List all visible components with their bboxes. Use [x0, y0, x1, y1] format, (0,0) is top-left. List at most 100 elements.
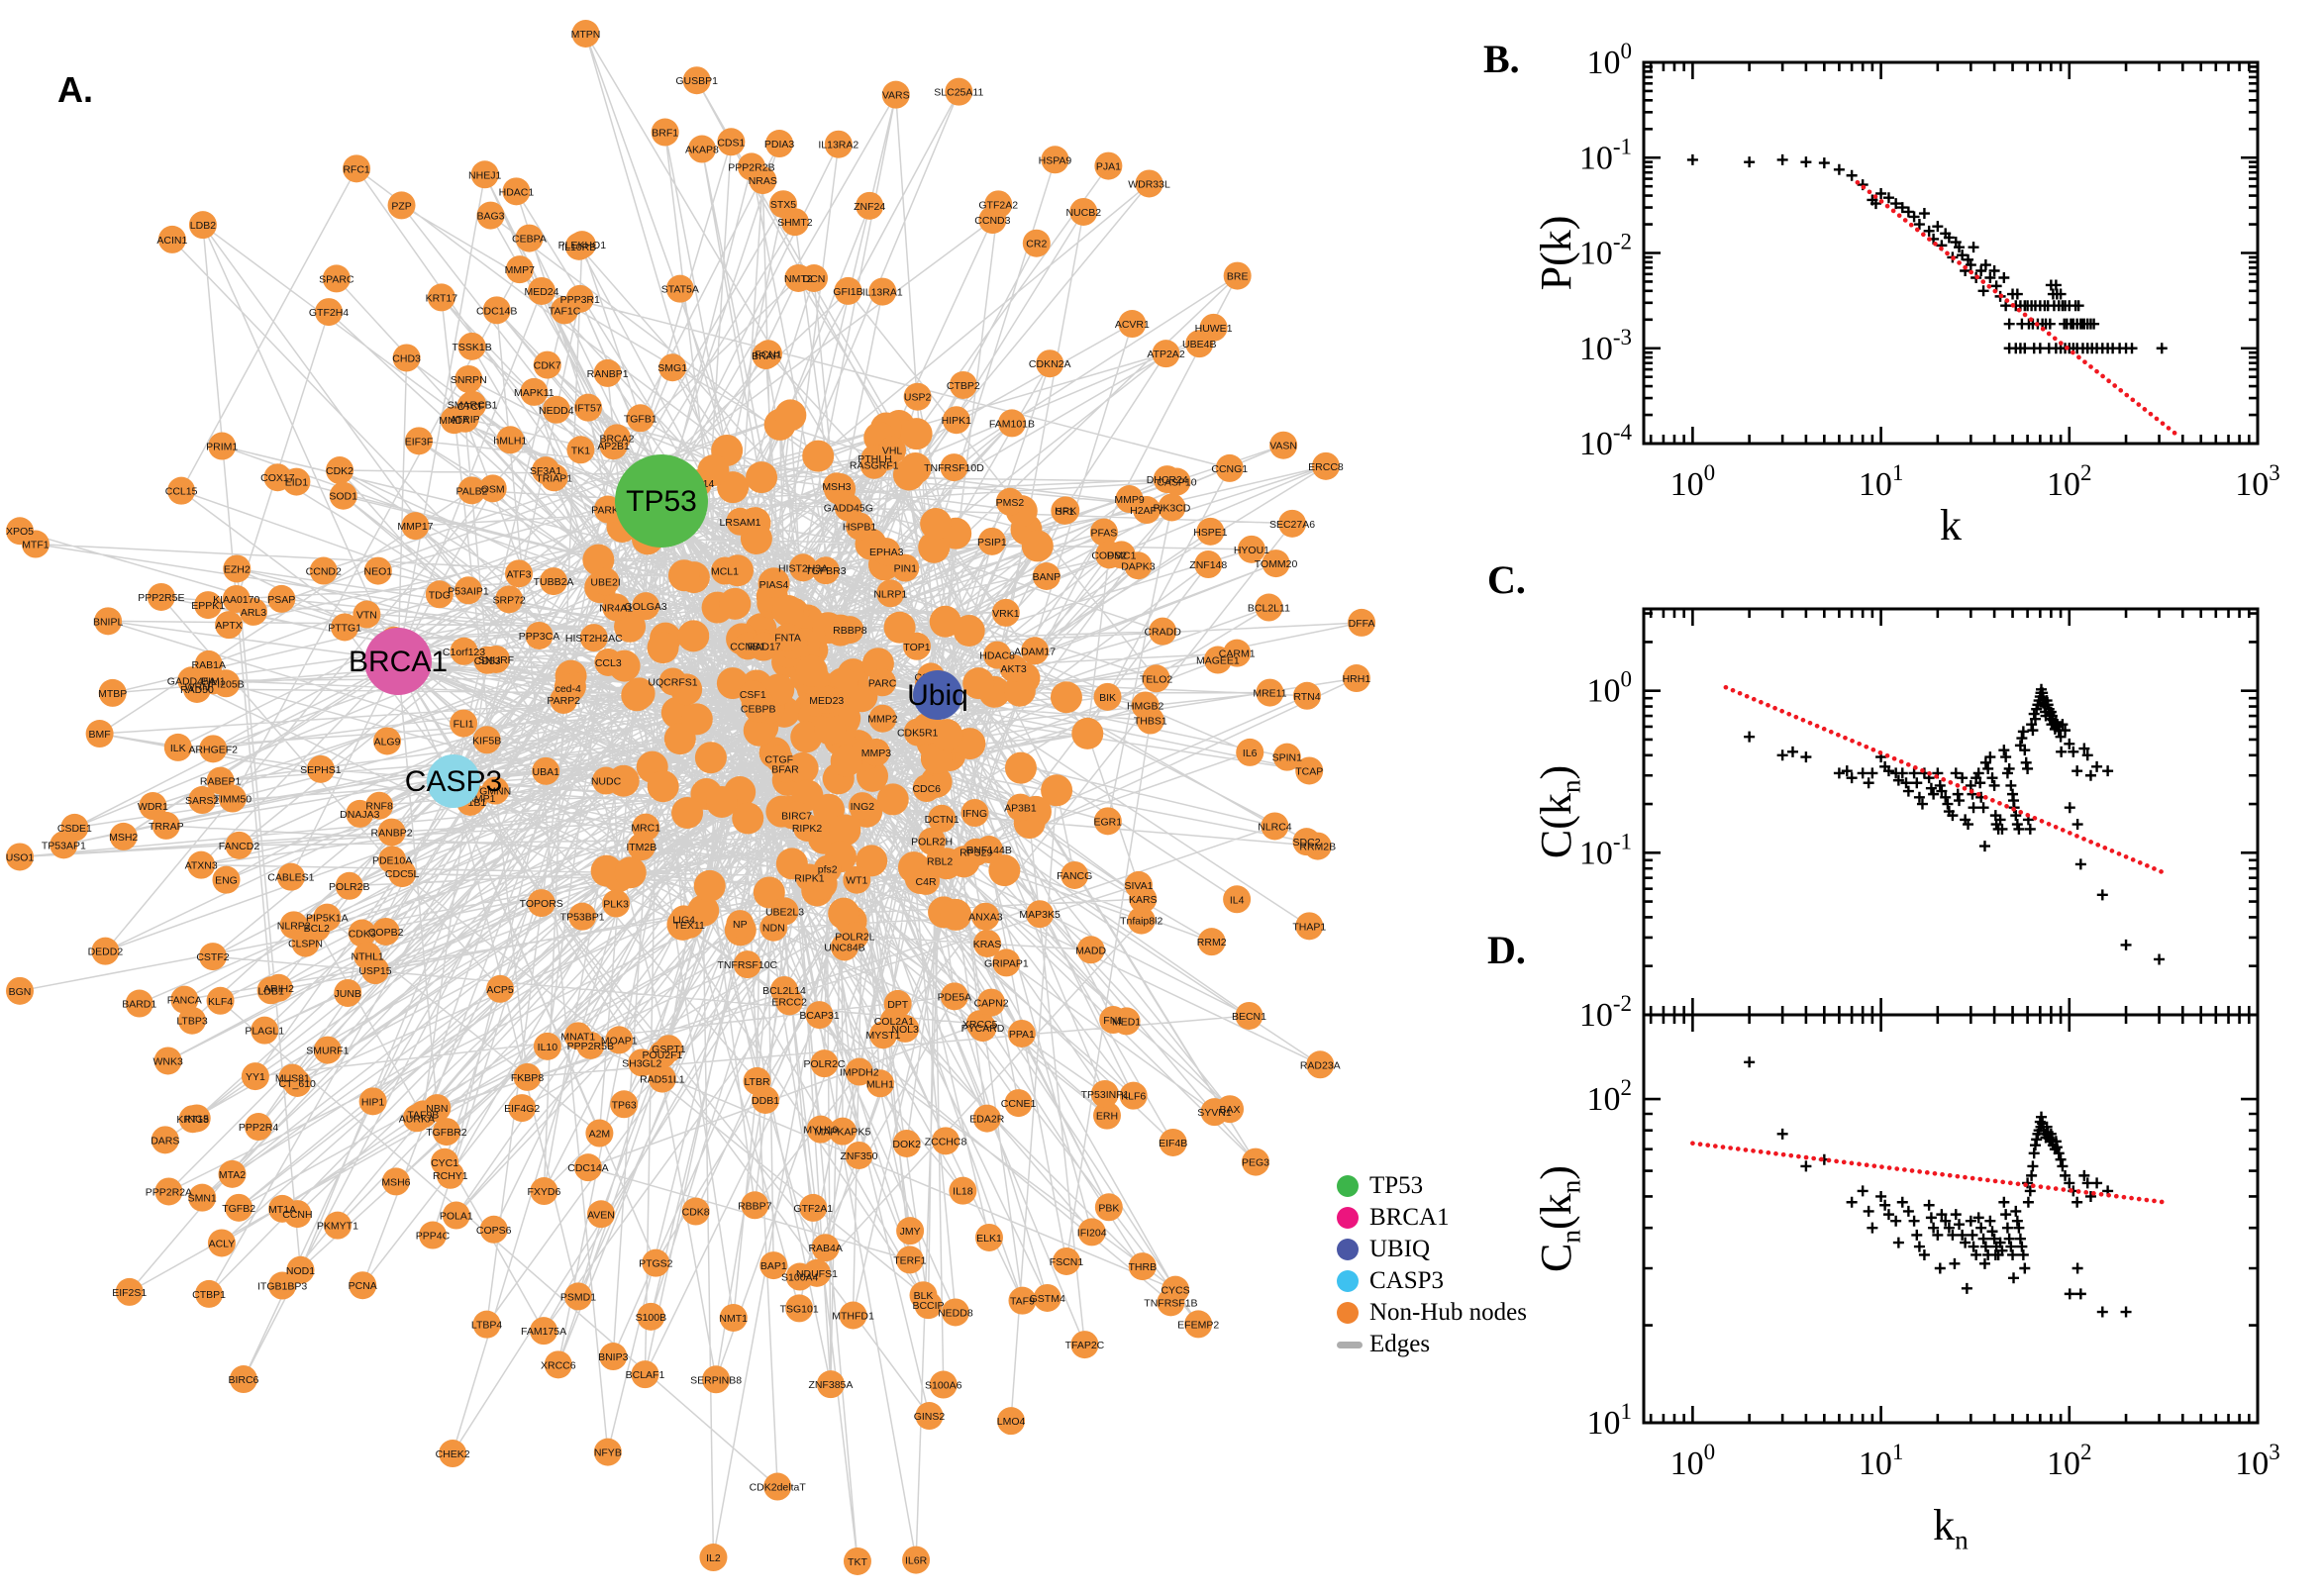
- network-node: [614, 856, 647, 889]
- network-node: [1021, 530, 1054, 562]
- network-node-label: PFAS: [1090, 528, 1117, 540]
- fit-line-b: [1855, 179, 2181, 439]
- panel-label-c: C.: [1487, 557, 1526, 602]
- network-node-label: BLK: [914, 1290, 934, 1302]
- network-node: [1235, 1001, 1263, 1030]
- axis-ticks: [1644, 609, 2260, 1017]
- network-node-label: MMP3: [861, 748, 891, 759]
- network-node: [91, 937, 120, 965]
- network-node: [571, 20, 600, 48]
- network-node-label: SMN1: [188, 1193, 217, 1205]
- network-node: [810, 1049, 839, 1078]
- network-node-label: MTHFD1: [832, 1311, 874, 1323]
- network-node-label: MTPN: [571, 29, 601, 41]
- network-node-label: NOD1: [286, 1265, 315, 1277]
- network-node-label: RANBP1: [587, 368, 629, 380]
- network-node-label: POLR2B: [329, 881, 369, 893]
- network-node-label: BCAP31: [799, 1010, 839, 1022]
- network-node-label: SLC25A11: [934, 87, 983, 99]
- network-node-label: MMP2: [867, 714, 897, 726]
- network-node-label: MYST1: [866, 1030, 901, 1042]
- network-node-label: FKBP8: [511, 1072, 544, 1084]
- network-node: [1200, 1098, 1229, 1127]
- network-node: [199, 735, 228, 763]
- network-node-label: DEDD2: [88, 947, 124, 958]
- network-node: [85, 720, 114, 748]
- network-node: [1093, 807, 1122, 836]
- hub-node-tp53: [615, 454, 708, 548]
- network-node: [1070, 1331, 1099, 1359]
- network-node-label: PRIM1: [206, 442, 238, 453]
- network-node: [151, 1126, 179, 1154]
- network-node-label: ZCCHC8: [925, 1136, 967, 1147]
- network-node: [891, 1014, 920, 1043]
- network-node: [264, 973, 293, 1002]
- network-node: [1007, 1019, 1036, 1047]
- axis-tick-label: 103: [2235, 1440, 2280, 1482]
- network-node: [628, 1048, 656, 1077]
- network-node-label: TRIAP1: [536, 472, 572, 484]
- network-node-label: ACVR1: [1115, 319, 1150, 331]
- network-node: [1124, 551, 1153, 580]
- network-node-label: CTCF: [457, 401, 485, 413]
- network-node: [872, 538, 901, 566]
- network-node: [759, 569, 788, 598]
- network-node-label: GUSBP1: [675, 75, 718, 87]
- network-node-label: CEBPA: [512, 234, 547, 246]
- network-node: [478, 474, 507, 503]
- network-node: [750, 632, 778, 660]
- network-node-label: CDK5R1: [897, 728, 939, 740]
- network-node: [997, 1407, 1026, 1436]
- network-node: [323, 1211, 352, 1240]
- axis-tick-label: 101: [1859, 460, 1904, 503]
- network-node: [941, 1298, 969, 1327]
- network-node: [602, 889, 631, 918]
- network-node: [1199, 313, 1228, 342]
- network-node: [929, 1370, 958, 1399]
- network-node: [442, 1201, 470, 1230]
- network-node-label: ZNF385A: [808, 1379, 853, 1391]
- network-node-label: POLR2H: [911, 837, 953, 848]
- network-node-label: RNF144B: [966, 845, 1012, 856]
- network-node: [763, 1472, 792, 1501]
- network-node: [585, 1119, 614, 1147]
- network-node: [1076, 936, 1105, 964]
- network-node: [647, 770, 679, 803]
- network-node: [755, 340, 783, 368]
- network-node: [98, 678, 127, 707]
- network-node: [530, 1317, 558, 1346]
- network-node-label: TNFRSF1B: [1144, 1297, 1197, 1309]
- legend-item-nonhub: Non-Hub nodes: [1337, 1297, 1527, 1329]
- axis-tick-label: 101: [1859, 1440, 1904, 1482]
- network-node-label: MTBP: [98, 688, 127, 700]
- network-node-label: pfs2: [818, 864, 838, 876]
- network-node: [431, 1147, 459, 1176]
- network-node: [868, 704, 897, 733]
- network-node: [1051, 496, 1079, 525]
- network-node: [1004, 751, 1037, 784]
- network-node: [802, 440, 835, 472]
- network-node-label: SNRPN: [451, 374, 487, 386]
- network-node: [590, 854, 623, 887]
- network-node-label: MED24: [524, 286, 558, 298]
- network-node: [276, 862, 305, 891]
- network-node-label: BANP: [1033, 571, 1061, 583]
- network-node-label: NLRP1: [873, 588, 907, 600]
- network-node-label: DCN: [803, 273, 826, 285]
- network-node-label: IL10RB: [561, 242, 596, 253]
- network-node: [973, 929, 1002, 957]
- network-node-label: SEPHS1: [300, 764, 342, 776]
- network-node: [1184, 1310, 1213, 1339]
- network-node-label: SDC2: [1293, 837, 1321, 848]
- network-node: [1348, 608, 1376, 637]
- network-node: [971, 902, 1000, 931]
- network-node-label: DAPK3: [1121, 560, 1156, 572]
- network-node: [992, 948, 1021, 977]
- network-node: [784, 263, 813, 292]
- network-node: [903, 632, 932, 660]
- network-node: [1162, 467, 1191, 496]
- network-node: [647, 632, 679, 664]
- network-node-label: BARD1: [122, 999, 156, 1011]
- axis-tick-label: 10-3: [1579, 325, 1632, 367]
